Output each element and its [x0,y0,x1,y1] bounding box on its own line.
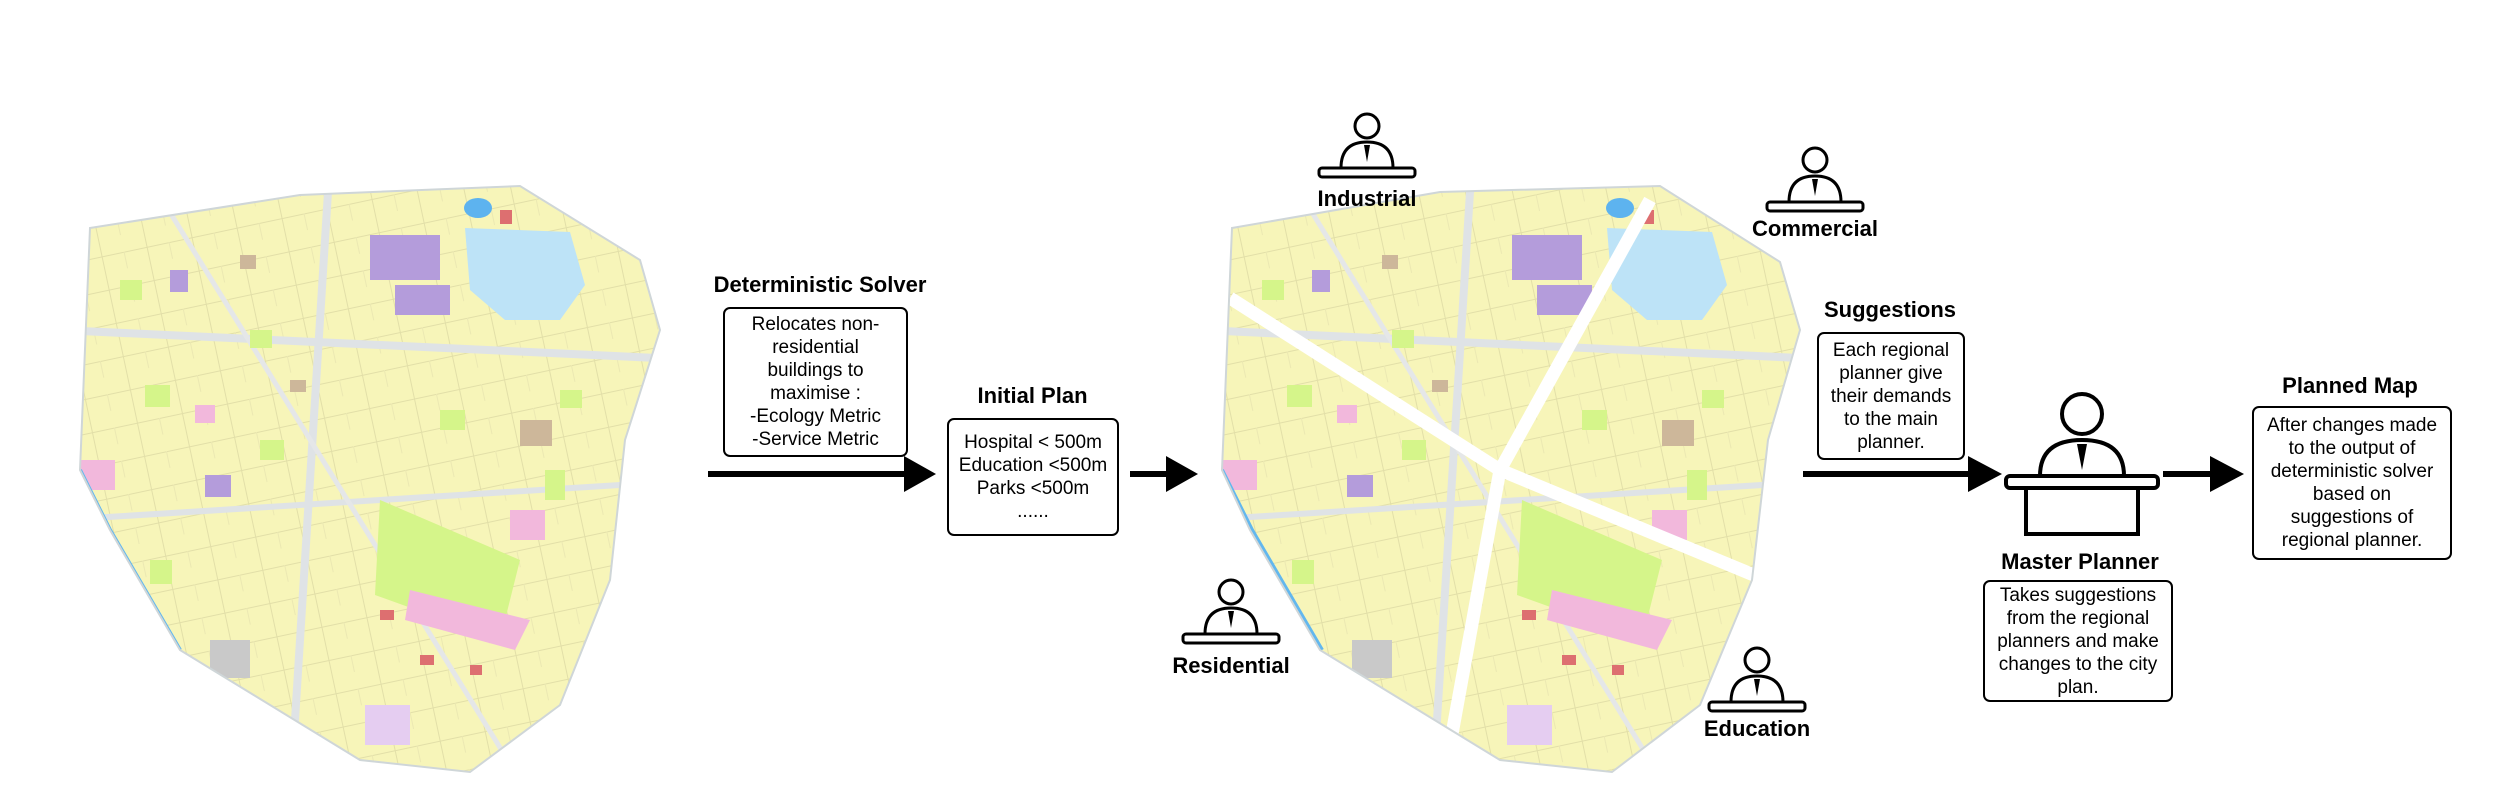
initial-plan-line: Hospital < 500m [964,432,1102,453]
master-line: changes to the city [1998,653,2158,675]
industrial-planner-icon [1317,112,1417,179]
suggestions-line: their demands [1830,385,1952,407]
residential-planner-icon [1181,578,1281,645]
master-line: planners and make [1997,630,2159,652]
planned-map-line: to the output of [2288,438,2416,459]
arrow-suggestions-to-master [1803,456,2002,492]
commercial-planner-icon [1765,146,1865,213]
master-planner-icon [2004,392,2160,536]
commercial-label: Commercial [1752,216,1878,241]
solver-title: Deterministic Solver [713,272,927,297]
planned-map-title: Planned Map [2282,373,2418,398]
arrow-solver-to-plan [708,456,936,492]
initial-plan-title: Initial Plan [977,383,1088,408]
initial-plan-line: Education <500m [958,455,1108,476]
residential-label: Residential [1172,653,1290,678]
initial-plan-line: Parks <500m [976,478,1090,499]
arrow-master-to-planned [2163,456,2244,492]
solver-line: Relocates non- [751,314,880,335]
master-line: from the regional [2006,607,2150,629]
planned-map-line: regional planner. [2281,530,2423,551]
solver-line: maximise : [770,383,861,404]
planned-map-box: After changes made to the output of dete… [2252,406,2452,560]
industrial-label: Industrial [1317,186,1417,211]
suggestions-line: Each regional [1832,339,1950,361]
master-line: Takes suggestions [1999,584,2157,606]
education-label: Education [1703,716,1811,741]
suggestions-box: Each regional planner give their demands… [1817,332,1965,460]
planned-map-line: After changes made [2266,415,2438,436]
master-box: Takes suggestions from the regional plan… [1983,580,2173,702]
solver-line: -Ecology Metric [750,406,881,427]
suggestions-line: planner. [1857,431,1925,453]
suggestions-line: to the main [1844,408,1938,430]
solver-line: residential [772,337,859,358]
arrow-plan-to-map [1130,456,1198,492]
city-map-divided [1142,0,2520,772]
master-line: plan. [2057,676,2099,698]
master-title: Master Planner [2001,549,2159,574]
solver-line: buildings to [767,360,864,381]
solver-line: -Service Metric [752,429,879,450]
planned-map-line: based on [2312,484,2392,505]
initial-plan-box: Hospital < 500m Education <500m Parks <5… [947,418,1119,536]
suggestions-title: Suggestions [1823,297,1956,322]
planned-map-line: suggestions of [2290,507,2414,528]
solver-box: Relocates non- residential buildings to … [723,307,908,457]
education-planner-icon [1707,646,1807,713]
suggestions-line: planner give [1839,362,1943,384]
planned-map-line: deterministic solver [2270,461,2434,482]
initial-plan-line: ...... [1017,501,1049,522]
